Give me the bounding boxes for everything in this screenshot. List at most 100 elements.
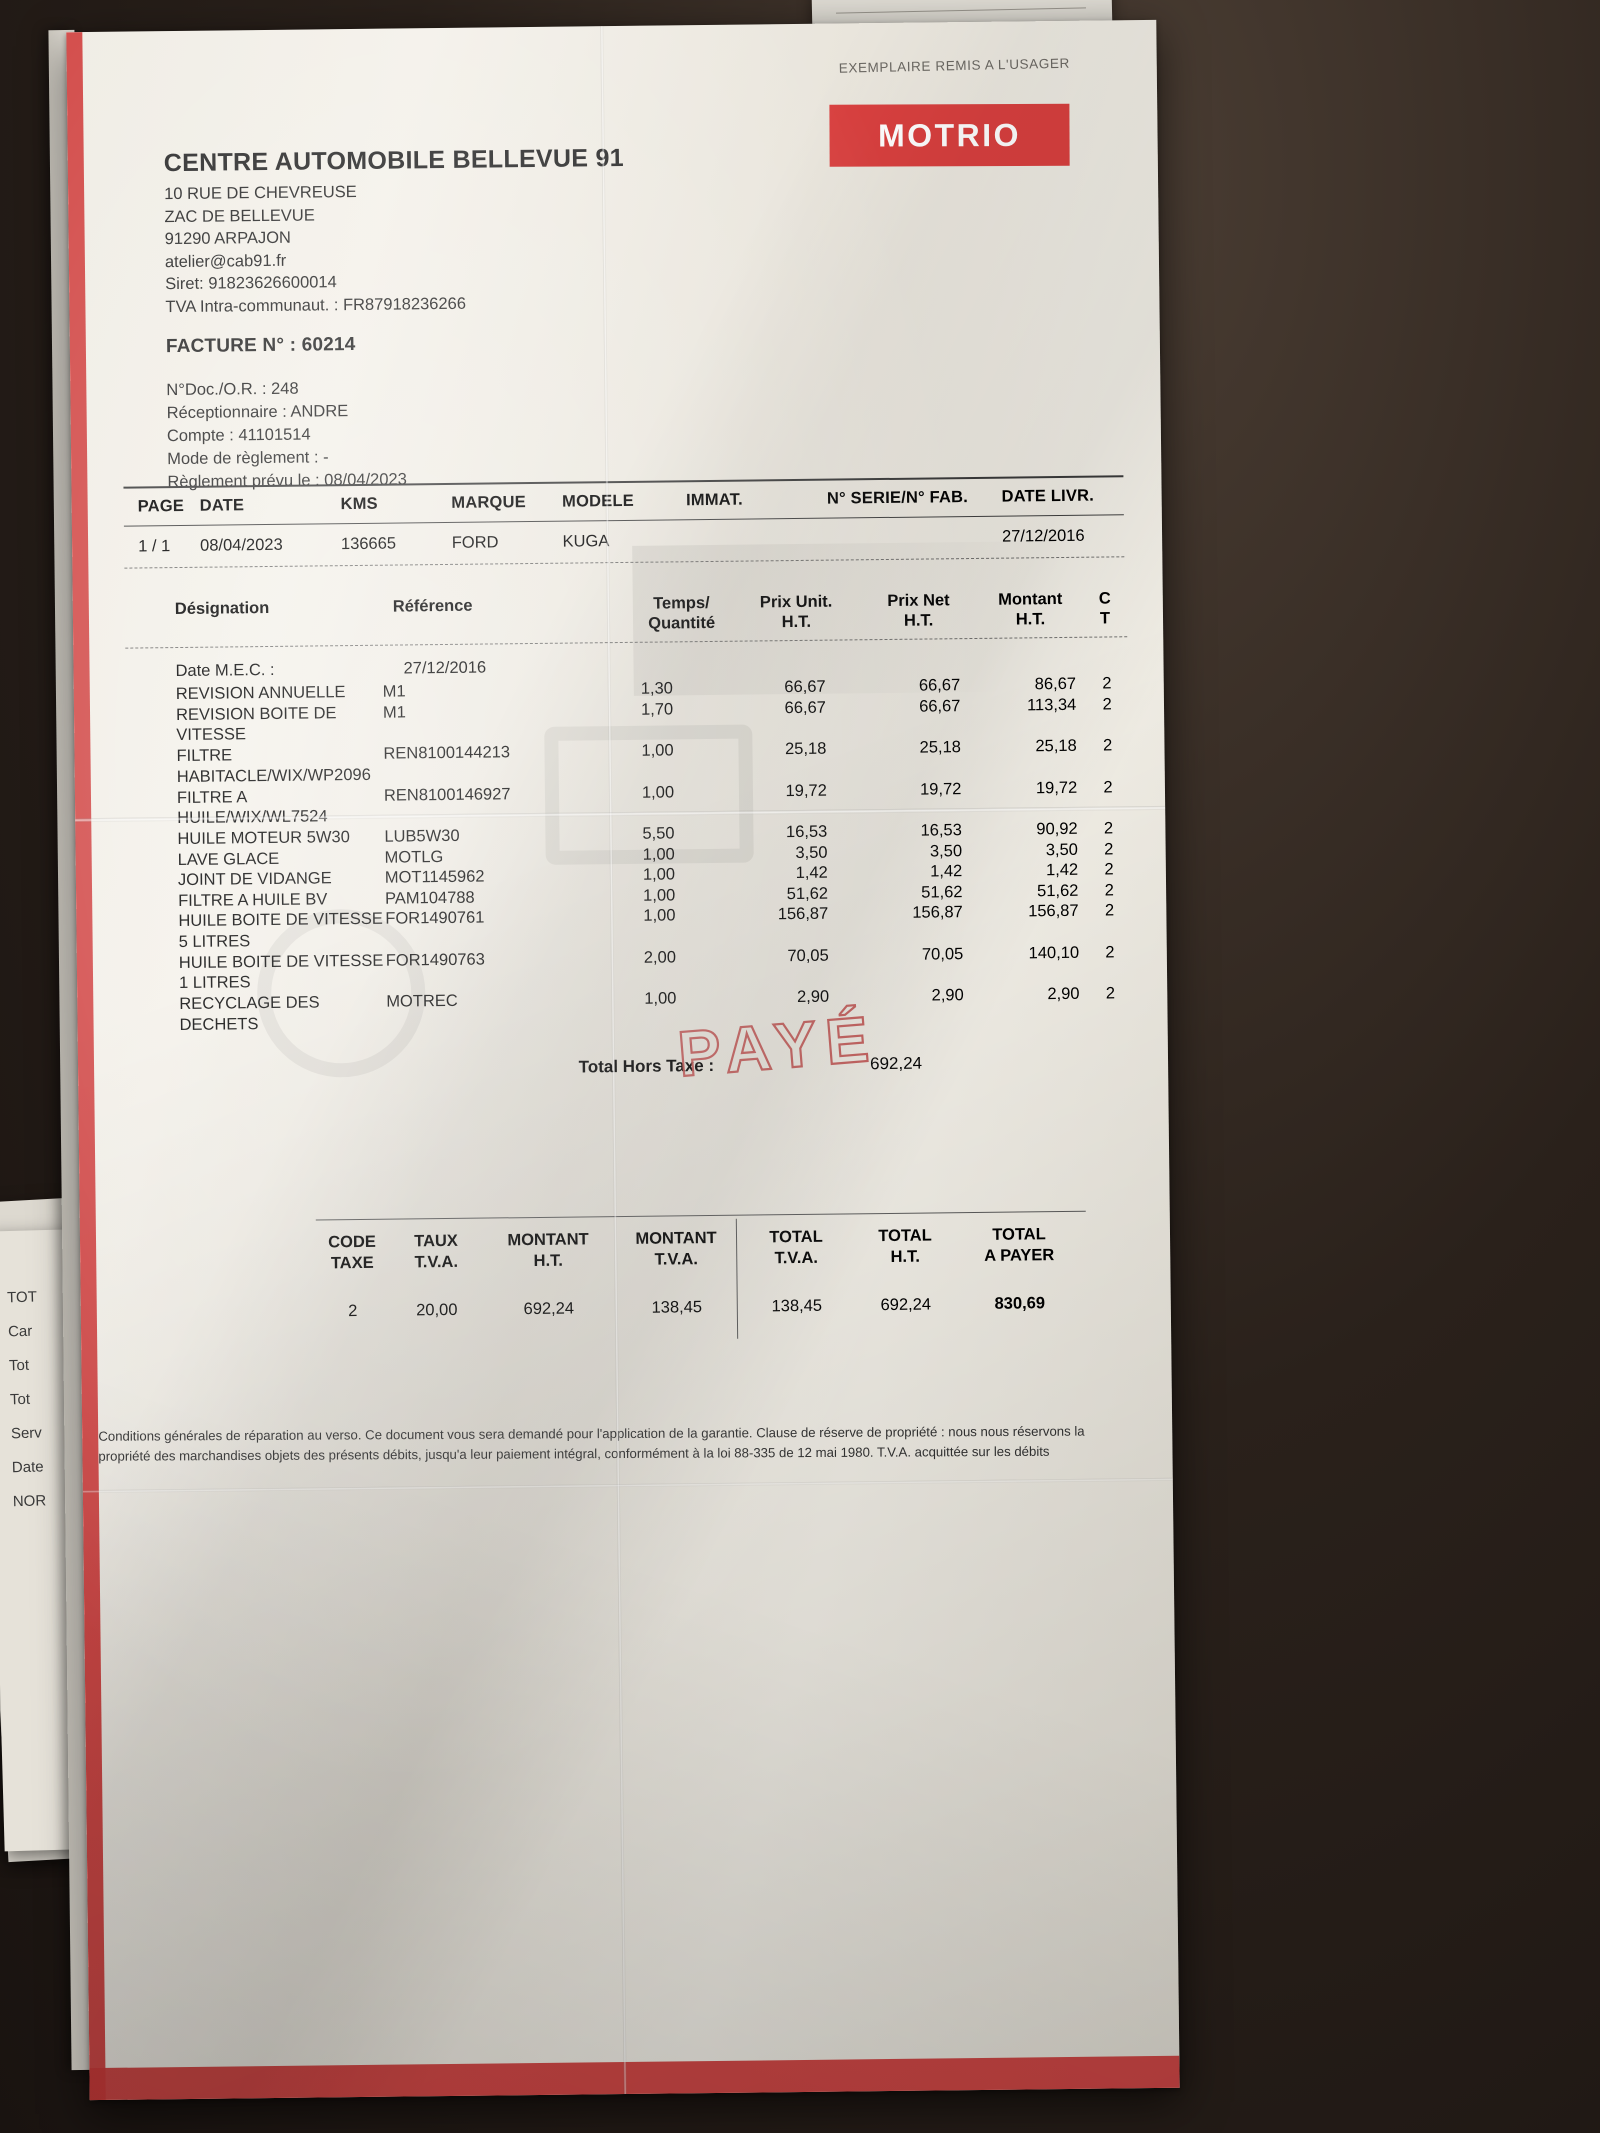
col-header-t: T xyxy=(1099,609,1111,628)
cell-marque: FORD xyxy=(451,533,499,552)
line-item-designation-cont: HABITACLE/WIX/WP2096 xyxy=(176,765,371,786)
col-header-modele: MODELE xyxy=(562,491,635,511)
line-item-reference: PAM104788 xyxy=(384,888,475,908)
invoice-meta-block: N°Doc./O.R. : 248 Réceptionnaire : ANDRE… xyxy=(166,376,407,494)
line-item-quantity: 1,00 xyxy=(643,906,676,925)
col-header-montant-ht-l2: H.T. xyxy=(533,1251,564,1271)
cell-total-a-payer: 830,69 xyxy=(994,1294,1046,1313)
line-item-montant: 113,34 xyxy=(1026,695,1077,714)
line-item-ct: 2 xyxy=(1103,777,1113,797)
line-item-designation: FILTRE HABITACLE/WIX/WP2096 xyxy=(126,744,383,788)
line-item-quantity: 1,00 xyxy=(642,844,675,864)
line-item-designation-cont: 5 LITRES xyxy=(178,931,251,951)
col-header-taux-tva-l2: T.V.A. xyxy=(414,1252,459,1272)
motrio-logo-text: MOTRIO xyxy=(877,116,1022,154)
line-item-ct: 2 xyxy=(1102,736,1113,755)
line-item-prix-net: 19,72 xyxy=(919,779,962,799)
col-header-taxe: TAXE xyxy=(330,1253,374,1273)
line-item-quantity: 1,00 xyxy=(641,741,674,760)
line-item-prix-unit: 19,72 xyxy=(785,781,827,800)
line-item-ct: 2 xyxy=(1104,880,1114,900)
col-header-prix-unit-l1: Prix Unit. xyxy=(759,592,833,612)
line-items-table: Désignation Référence Temps/ Quantité Pr… xyxy=(125,580,1132,1082)
col-header-total-tva: TOTAL T.V.A. xyxy=(740,1226,852,1269)
line-item-montant: 140,10 xyxy=(1028,943,1080,962)
col-header-montant-tva-l2: T.V.A. xyxy=(654,1250,699,1269)
line-item-designation: HUILE BOITE DE VITESSE 1 LITRES xyxy=(129,950,386,994)
invoice-number: FACTURE N° : 60214 xyxy=(165,333,356,358)
line-item-ct: 2 xyxy=(1103,819,1114,838)
line-item-montant: 90,92 xyxy=(1036,819,1078,839)
col-header-temps: Temps/ xyxy=(653,593,710,613)
line-item-montant: 1,42 xyxy=(1045,860,1079,880)
line-item-reference: M1 xyxy=(382,702,406,722)
line-item-ct: 2 xyxy=(1102,694,1112,714)
col-header-total-a-payer-l1: TOTAL xyxy=(992,1225,1046,1244)
line-item-prix-net: 51,62 xyxy=(921,882,963,902)
line-item-designation-cont: 1 LITRES xyxy=(178,973,251,993)
col-header-total-tva-l1: TOTAL xyxy=(769,1227,823,1247)
line-item-prix-net: 66,67 xyxy=(919,696,961,716)
company-name: CENTRE AUTOMOBILE BELLEVUE 91 xyxy=(163,143,625,178)
line-item-reference: MOT1145962 xyxy=(384,867,485,887)
col-header-montant-tva: MONTANT T.V.A. xyxy=(612,1228,740,1271)
line-item-designation: FILTRE A HUILE/WIX/WL7524 xyxy=(127,785,384,829)
line-item-quantity: 1,00 xyxy=(643,885,676,905)
line-item-prix-unit: 3,50 xyxy=(795,843,828,862)
paper-edge-red-bottom xyxy=(89,2055,1180,2101)
legal-footer: Conditions générales de réparation au ve… xyxy=(98,1421,1158,1467)
line-item-reference: REN8100146927 xyxy=(383,784,511,805)
line-item-prix-net: 1,42 xyxy=(930,862,963,881)
line-item-reference: MOTLG xyxy=(384,847,444,867)
tax-summary-row: 2 20,00 692,24 138,45 138,45 692,24 830,… xyxy=(316,1272,1087,1332)
col-header-total-ht-l2: H.T. xyxy=(890,1247,921,1266)
line-item-prix-net: 16,53 xyxy=(920,821,962,840)
col-header-serie: N° SERIE/N° FAB. xyxy=(826,488,969,508)
line-item-quantity: 1,70 xyxy=(640,699,674,719)
col-header-code: CODE xyxy=(328,1232,376,1252)
line-item-designation: RECYCLAGE DES DECHETS xyxy=(129,992,386,1036)
line-item-reference: FOR1490761 xyxy=(385,908,485,928)
col-header-page: PAGE xyxy=(137,496,185,516)
cell-page: 1 / 1 xyxy=(138,537,171,556)
line-item-prix-unit: 1,42 xyxy=(795,863,828,883)
company-address-block: 10 RUE DE CHEVREUSE ZAC DE BELLEVUE 9129… xyxy=(164,180,466,318)
col-header-total-a-payer-l2: A PAYER xyxy=(984,1246,1055,1265)
line-item-ct: 2 xyxy=(1105,984,1116,1003)
cell-kms: 136665 xyxy=(340,534,397,554)
col-header-date: DATE xyxy=(199,496,245,515)
line-item-montant: 2,90 xyxy=(1047,984,1080,1004)
cell-date: 08/04/2023 xyxy=(200,535,283,555)
doc-or-number: N°Doc./O.R. : 248 xyxy=(166,379,299,400)
line-item-reference: FOR1490763 xyxy=(385,950,485,970)
line-item-designation: JOINT DE VIDANGE xyxy=(177,869,332,890)
line-item-ct: 2 xyxy=(1104,839,1114,859)
line-item-designation: REVISION BOITE DE VITESSE xyxy=(126,702,383,746)
col-header-total-tva-l2: T.V.A. xyxy=(774,1248,819,1268)
line-item-quantity: 1,00 xyxy=(644,989,677,1008)
line-item-quantity: 1,00 xyxy=(642,865,676,884)
col-header-c: C xyxy=(1098,589,1111,608)
col-header-prix-net-l1: Prix Net xyxy=(887,591,950,610)
cell-immat xyxy=(687,539,828,541)
col-header-total-ht-l1: TOTAL xyxy=(878,1226,932,1246)
cell-modele: KUGA xyxy=(562,532,610,551)
col-header-quantite: Quantité xyxy=(648,613,716,633)
line-item-montant: 156,87 xyxy=(1028,901,1079,921)
col-header-montant-l2: H.T. xyxy=(1015,610,1046,629)
line-item-designation: HUILE BOITE DE VITESSE 5 LITRES xyxy=(128,909,385,953)
legal-line-2: propriété des marchandises objets des pr… xyxy=(98,1443,1050,1464)
line-item-prix-unit: 16,53 xyxy=(785,822,828,842)
line-item-prix-unit: 66,67 xyxy=(784,698,826,717)
line-items-rows: REVISION ANNUELLE M1 1,30 66,67 66,67 86,67 2 R… xyxy=(126,673,1132,1036)
col-header-montant: Montant H.T. xyxy=(978,589,1084,630)
line-item-ct: 2 xyxy=(1102,674,1112,693)
col-header-total-ht: TOTAL H.T. xyxy=(852,1225,958,1268)
col-header-date-livr: DATE LIVR. xyxy=(1001,486,1095,506)
line-item-designation: REVISION ANNUELLE xyxy=(175,683,346,704)
line-item-montant: 3,50 xyxy=(1045,840,1079,859)
col-header-ct: C T xyxy=(1083,588,1127,628)
col-header-montant-l1: Montant xyxy=(998,589,1063,609)
line-item-quantity: 1,00 xyxy=(641,782,675,802)
line-item-reference: M1 xyxy=(382,682,406,701)
